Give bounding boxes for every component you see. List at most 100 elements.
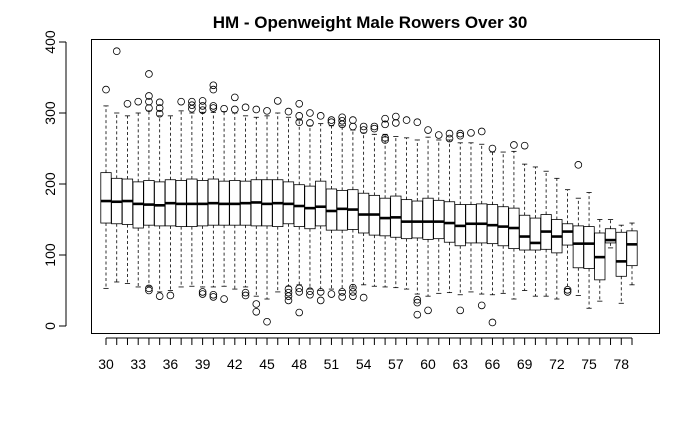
x-tick-label: 39 — [195, 356, 211, 372]
box-70 — [529, 166, 541, 297]
iqr-box — [422, 197, 434, 240]
box-71 — [540, 170, 552, 297]
outlier-point — [349, 292, 357, 300]
outlier-point — [563, 288, 572, 296]
outlier-point — [198, 290, 207, 298]
outlier-point — [220, 104, 228, 113]
outlier-point — [209, 85, 218, 94]
box-43 — [239, 103, 252, 300]
outlier-point — [445, 134, 454, 143]
box-64 — [465, 129, 477, 293]
box-38 — [186, 97, 198, 287]
x-tick-label: 48 — [291, 356, 307, 372]
outlier-point — [155, 292, 164, 300]
outlier-point — [338, 288, 346, 296]
outlier-point — [123, 99, 132, 108]
iqr-box — [411, 200, 423, 239]
iqr-box — [626, 230, 638, 267]
outlier-point — [370, 124, 379, 133]
outlier-point — [359, 122, 368, 131]
outlier-point — [295, 118, 304, 127]
box-47 — [282, 107, 295, 305]
iqr-box — [615, 231, 627, 277]
x-tick-label: 54 — [356, 356, 372, 372]
outlier-point — [273, 97, 282, 105]
x-tick-label: 66 — [485, 356, 501, 372]
outlier-point — [188, 101, 196, 109]
box-79 — [626, 222, 638, 286]
y-tick-label: 0 — [42, 322, 58, 330]
box-35 — [154, 98, 166, 300]
box-44 — [250, 105, 262, 316]
box-30 — [100, 85, 112, 289]
box-56 — [379, 114, 391, 288]
outlier-point — [306, 287, 314, 296]
outlier-point — [327, 290, 336, 298]
y-tick-label: 100 — [42, 243, 58, 267]
outlier-point — [381, 136, 389, 144]
box-39 — [197, 97, 209, 298]
outlier-point — [316, 296, 325, 305]
outlier-point — [295, 99, 304, 108]
outlier-point — [252, 300, 261, 308]
outlier-point — [477, 301, 486, 310]
x-axis: 30 33 36 39 42 45 48 51 54 57 60 63 66 69 72 75 78 — [98, 337, 633, 372]
outlier-point — [306, 290, 314, 299]
outlier-point — [413, 298, 422, 307]
iqr-box — [529, 217, 541, 251]
outlier-point — [327, 116, 336, 124]
outlier-point — [349, 116, 357, 124]
outlier-point — [209, 293, 218, 301]
outlier-point — [209, 81, 218, 90]
box-60 — [422, 126, 434, 315]
box-36 — [164, 115, 177, 300]
box-68 — [508, 141, 520, 300]
outlier-point — [434, 131, 443, 139]
box-76 — [594, 219, 606, 302]
outlier-point — [209, 290, 218, 299]
box-31 — [111, 47, 123, 283]
box-78 — [615, 224, 627, 304]
outlier-point — [252, 105, 261, 114]
outlier-point — [284, 292, 293, 300]
chart-title: HM - Openweight Male Rowers Over 30 — [213, 13, 528, 32]
outlier-point — [145, 70, 153, 78]
outlier-point — [231, 93, 239, 102]
outlier-point — [188, 104, 196, 113]
box-54 — [358, 122, 370, 302]
outlier-point — [359, 126, 368, 134]
outlier-point — [284, 296, 293, 305]
outlier-point — [381, 134, 389, 142]
outlier-point — [155, 104, 164, 112]
box-50 — [315, 112, 327, 305]
outlier-point — [166, 291, 175, 300]
box-45 — [261, 107, 273, 326]
outlier-point — [349, 288, 357, 296]
outlier-point — [209, 102, 218, 110]
iqr-box — [572, 225, 584, 269]
box-41 — [218, 104, 230, 303]
outlier-point — [413, 295, 422, 304]
outlier-point — [134, 97, 143, 106]
outlier-point — [392, 119, 400, 127]
box-63 — [454, 129, 466, 315]
y-axis: 0 100 200 300 400 — [42, 30, 67, 330]
iqr-box — [336, 189, 348, 231]
outlier-point — [381, 114, 389, 123]
x-tick-label: 72 — [549, 356, 565, 372]
box-55 — [368, 122, 380, 287]
outlier-point — [413, 118, 422, 127]
box-33 — [132, 97, 144, 288]
outlier-point — [456, 129, 465, 138]
outlier-point — [488, 144, 497, 153]
outlier-point — [563, 285, 572, 294]
outlier-point — [295, 288, 304, 296]
outlier-point — [241, 291, 250, 300]
outlier-point — [456, 131, 465, 140]
box-40 — [207, 81, 219, 301]
outlier-point — [220, 295, 228, 303]
box-57 — [390, 112, 402, 289]
outlier-point — [155, 109, 164, 118]
box-72 — [551, 177, 563, 300]
